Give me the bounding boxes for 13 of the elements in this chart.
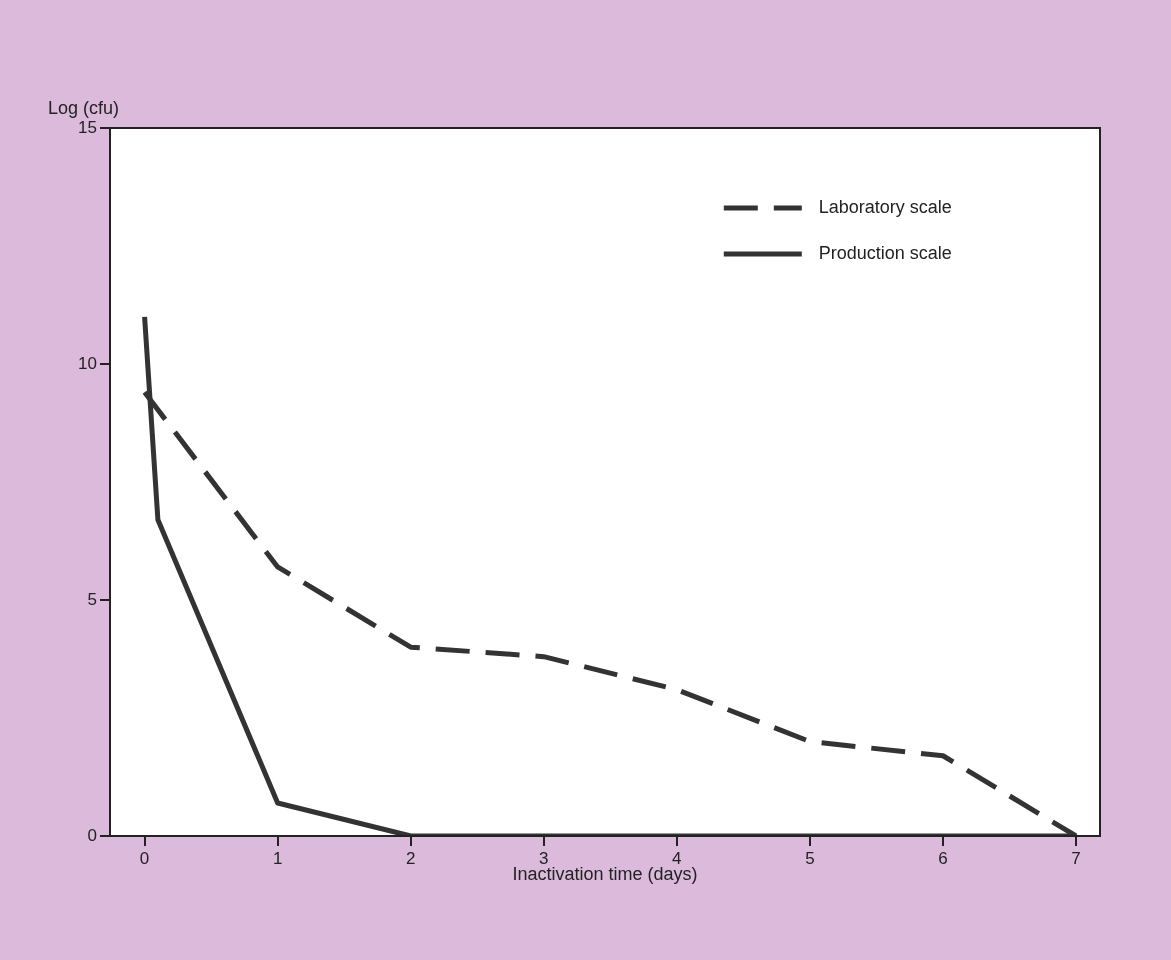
x-tick-label: 7 — [1071, 848, 1081, 868]
y-tick-label: 10 — [78, 353, 97, 373]
x-tick-label: 5 — [805, 848, 815, 868]
legend-label: Laboratory scale — [818, 196, 952, 217]
x-tick-label: 6 — [938, 848, 948, 868]
x-tick-label: 0 — [139, 848, 150, 868]
y-tick-label: 5 — [87, 589, 97, 609]
legend-label: Production scale — [818, 242, 952, 263]
x-tick-label: 1 — [272, 848, 283, 868]
y-tick-label: 0 — [87, 825, 97, 845]
y-axis-title: Log (cfu) — [48, 97, 120, 118]
y-tick-label: 15 — [78, 117, 97, 137]
x-tick-label: 2 — [405, 848, 416, 868]
